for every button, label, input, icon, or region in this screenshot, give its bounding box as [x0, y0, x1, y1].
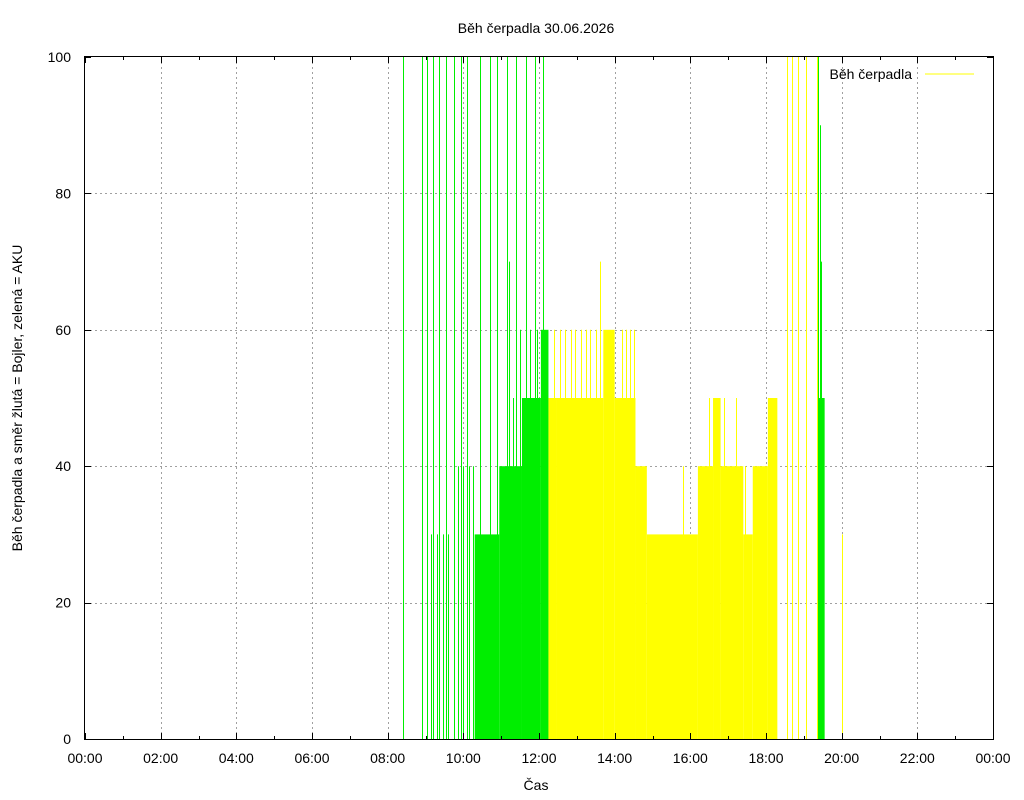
y-tick-label: 80 — [55, 185, 71, 201]
x-tick-label: 00:00 — [67, 750, 102, 766]
y-tick-label: 40 — [55, 458, 71, 474]
x-tick-label: 16:00 — [673, 750, 708, 766]
legend: Běh čerpadla — [829, 66, 974, 82]
chart-title: Běh čerpadla 30.06.2026 — [458, 20, 615, 36]
plot-area — [403, 57, 843, 739]
axis-ticks: 00:00 02:00 04:00 06:00 08:00 10:00 12:00 14:00… — [48, 49, 1011, 766]
y-tick-label: 20 — [55, 595, 71, 611]
area-segment — [499, 466, 522, 739]
y-tick-label: 0 — [63, 731, 71, 747]
x-tick-label: 14:00 — [597, 750, 632, 766]
area-segment — [556, 398, 604, 739]
x-tick-label: 18:00 — [748, 750, 783, 766]
x-tick-label: 06:00 — [294, 750, 329, 766]
y-tick-label: 60 — [55, 322, 71, 338]
x-tick-label: 22:00 — [900, 750, 935, 766]
y-tick-label: 100 — [48, 49, 72, 65]
x-tick-label: 20:00 — [824, 750, 859, 766]
series-green — [403, 57, 825, 739]
area-segment — [548, 398, 557, 739]
y-axis-label: Běh čerpadla a směr žlutá = Bojler, zele… — [9, 245, 25, 552]
area-segment — [540, 329, 549, 739]
x-tick-label: 04:00 — [219, 750, 254, 766]
area-segment — [752, 466, 768, 739]
plot-frame — [84, 56, 994, 740]
x-tick-label: 10:00 — [446, 750, 481, 766]
x-tick-label: 08:00 — [370, 750, 405, 766]
x-axis-label: Čas — [524, 777, 549, 793]
area-segment — [521, 398, 541, 739]
x-tick-label: 02:00 — [143, 750, 178, 766]
area-segment — [697, 466, 714, 739]
area-segment — [603, 329, 615, 739]
legend-label: Běh čerpadla — [829, 66, 912, 82]
area-segment — [646, 534, 698, 739]
area-segment — [635, 466, 647, 739]
series-yellow — [548, 57, 843, 739]
area-segment — [767, 398, 778, 739]
x-tick-label: 12:00 — [521, 750, 556, 766]
area-segment — [743, 534, 753, 739]
area-segment — [720, 466, 744, 739]
x-tick-label: 00:00 — [975, 750, 1010, 766]
area-segment — [713, 398, 721, 739]
area-segment — [474, 534, 500, 739]
area-segment — [614, 398, 636, 739]
